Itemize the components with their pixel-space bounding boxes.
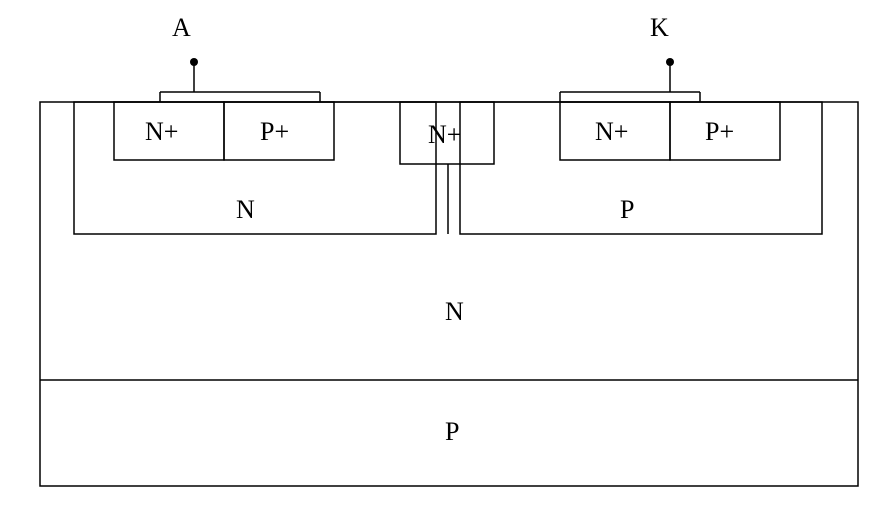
diffusion-right_Pplus-label: P+ bbox=[705, 117, 734, 146]
left-well-label: N bbox=[236, 195, 255, 224]
diffusion-right_Nplus-label: N+ bbox=[595, 117, 628, 146]
right-well bbox=[460, 102, 822, 234]
mid-bridge-label: N+ bbox=[428, 120, 461, 149]
diffusion-left_Pplus-label: P+ bbox=[260, 117, 289, 146]
right-well-label: P bbox=[620, 195, 634, 224]
left-well bbox=[74, 102, 436, 234]
diffusion-left_Nplus-label: N+ bbox=[145, 117, 178, 146]
terminal-a-label: A bbox=[172, 13, 191, 42]
terminal-k-label: K bbox=[650, 13, 669, 42]
bottom-p-label: P bbox=[445, 417, 459, 446]
n-sub-label: N bbox=[445, 297, 464, 326]
